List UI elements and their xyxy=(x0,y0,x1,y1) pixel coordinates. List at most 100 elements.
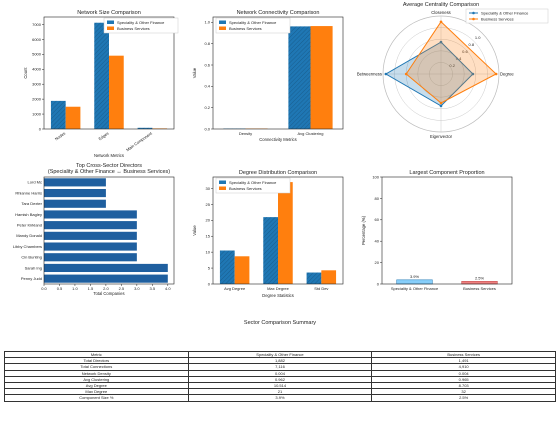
conn-ytick: 0.4 xyxy=(204,84,210,89)
dirs-xtick: 0.5 xyxy=(57,286,63,291)
radar-axis-label: Closeness xyxy=(431,10,451,15)
dirs-ytick: Rhianne Harris xyxy=(15,190,42,195)
conn-legend-swatch xyxy=(219,20,226,24)
comp-data-label: 3.9% xyxy=(410,274,420,279)
dirs-xtick: 2.5 xyxy=(119,286,125,291)
size-ytick: 6000 xyxy=(32,37,42,42)
size-ytick: 1000 xyxy=(32,111,42,116)
deg-bar xyxy=(234,256,250,284)
radar-legend-label: Speciality & Other Finance xyxy=(481,11,529,16)
comp-ytick: 0 xyxy=(377,281,380,286)
summary-title: Sector Comparison Summary xyxy=(244,320,316,326)
conn-legend-swatch xyxy=(219,26,226,30)
dirs-frame xyxy=(43,176,175,285)
dirs-bar xyxy=(44,263,168,273)
dirs-xtick: 4.0 xyxy=(165,286,171,291)
comp-ytick: 80 xyxy=(375,196,380,201)
dirs-ytick: Cin Bunting xyxy=(21,255,42,260)
radar-legend-box xyxy=(465,8,549,24)
comp-bar xyxy=(396,279,433,285)
dirs-bar xyxy=(44,242,137,251)
deg-xtick: Std Dev xyxy=(314,286,328,291)
conn-legend-label: Speciality & Other Finance xyxy=(229,20,277,25)
size-ytick: 0 xyxy=(39,126,42,131)
radar-axis-label: Betweenness xyxy=(357,72,382,77)
radar-rtick: 0.4 xyxy=(456,56,462,61)
radar-point xyxy=(439,40,443,44)
dirs-subtitle: (Speciality & Other Finance ↔ Business S… xyxy=(48,169,170,175)
size-legend-label: Speciality & Other Finance xyxy=(117,20,165,25)
deg-ytick: 5 xyxy=(208,265,211,270)
size-title: Network Size Comparison xyxy=(77,10,141,16)
dirs-xtick: 0.0 xyxy=(41,286,47,291)
dirs-xtick: 1.0 xyxy=(72,286,78,291)
summary-row: Component Size % 3.9% 2.5% xyxy=(4,394,556,402)
size-bar-hatch xyxy=(50,100,66,129)
radar-point xyxy=(439,20,443,24)
deg-legend-label: Business Services xyxy=(229,186,262,191)
deg-legend-swatch xyxy=(219,186,226,190)
radar-rtick: 0.8 xyxy=(469,42,475,47)
deg-frame xyxy=(212,176,344,285)
size-legend-box xyxy=(103,17,179,34)
radar-axis-label: Degree xyxy=(500,72,514,77)
conn-ytick: 0.6 xyxy=(204,62,210,67)
dirs-xlabel: Total Companies xyxy=(93,291,124,296)
conn-bar xyxy=(310,26,333,129)
conn-ylabel: Value xyxy=(192,67,197,78)
conn-ytick: 0.2 xyxy=(204,105,210,110)
deg-ytick: 10 xyxy=(206,250,211,255)
deg-ytick: 30 xyxy=(206,186,211,191)
deg-xtick: Max Degree xyxy=(267,286,290,291)
size-bar xyxy=(109,55,124,129)
dirs-xtick: 3.5 xyxy=(150,286,156,291)
size-ytick: 5000 xyxy=(32,52,42,57)
size-ytick: 2000 xyxy=(32,97,42,102)
deg-bar xyxy=(278,182,293,284)
dirs-title: Top Cross-Sector Directors xyxy=(76,163,142,169)
radar-point xyxy=(471,72,475,76)
radar-rtick: 0.6 xyxy=(462,49,468,54)
size-ylabel: Count xyxy=(23,67,28,79)
dirs-xtick: 3.0 xyxy=(134,286,140,291)
radar-title: Average Centrality Comparison xyxy=(403,2,479,8)
deg-legend-box xyxy=(215,177,291,194)
size-bar-hatch xyxy=(137,127,153,129)
deg-xlabel: Degree Statistics xyxy=(262,293,294,298)
size-bar xyxy=(65,106,81,129)
comp-ylabel: Percentage (%) xyxy=(361,215,366,245)
comp-data-label: 2.5% xyxy=(475,275,485,280)
size-bar-hatch xyxy=(94,22,109,130)
size-legend-label: Business Services xyxy=(117,26,150,31)
radar-rtick: 0.2 xyxy=(449,63,455,68)
size-xtick: Nodes xyxy=(54,131,66,142)
radar-legend-marker xyxy=(472,11,475,15)
comp-ytick: 20 xyxy=(375,260,380,265)
dirs-bar xyxy=(44,210,137,219)
conn-legend-label: Business Services xyxy=(229,26,262,31)
radar-point xyxy=(404,72,408,76)
radar-point xyxy=(439,104,443,108)
deg-bar-hatch xyxy=(306,272,322,284)
deg-ytick: 25 xyxy=(206,202,211,207)
size-xlabel: Network Metrics xyxy=(94,153,124,158)
conn-title: Network Connectivity Comparison xyxy=(237,10,320,16)
comp-xtick: Business Services xyxy=(463,286,496,291)
dirs-ytick: Mandy Donald xyxy=(16,233,42,238)
radar-rtick: 1.0 xyxy=(475,35,481,40)
dirs-ytick: Lord Mc xyxy=(28,180,42,185)
deg-ylabel: Value xyxy=(192,225,197,236)
conn-ytick: 0.8 xyxy=(204,41,210,46)
size-xtick: Edges xyxy=(97,131,109,142)
summary-table: Metric Speciality & Other Finance Business… xyxy=(4,350,556,402)
deg-legend-swatch xyxy=(219,180,226,184)
comp-ytick: 100 xyxy=(372,174,379,179)
dirs-ytick: Sarah Ing xyxy=(25,265,42,270)
dirs-bar xyxy=(44,231,137,240)
deg-ytick: 15 xyxy=(206,234,211,239)
comp-frame xyxy=(381,176,513,285)
comp-title: Largest Component Proportion xyxy=(409,170,484,176)
comp-ytick: 40 xyxy=(375,239,380,244)
dirs-bar xyxy=(44,274,168,283)
size-frame xyxy=(43,16,175,130)
